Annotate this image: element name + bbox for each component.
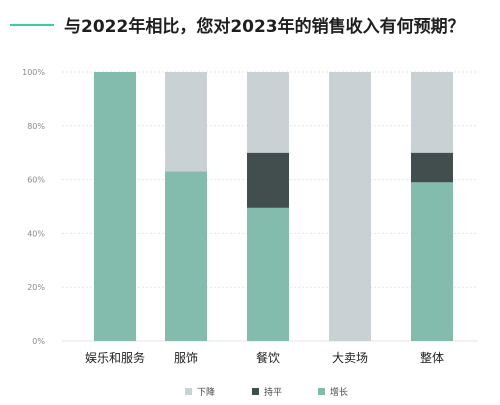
title-row: 与2022年相比，您对2023年的销售收入有何预期？ [0, 0, 500, 50]
y-tick-label: 40% [27, 229, 45, 238]
bar-segment [247, 72, 289, 153]
legend-swatch [252, 388, 259, 395]
title-accent-line [10, 24, 54, 26]
x-tick-label: 大卖场 [332, 351, 368, 365]
x-tick-label: 餐饮 [256, 350, 280, 365]
chart-title: 与2022年相比，您对2023年的销售收入有何预期？ [64, 17, 465, 37]
bar-segment [247, 152, 289, 208]
legend-label: 下降 [197, 386, 215, 398]
bar-segment [247, 207, 289, 341]
y-tick-label: 20% [27, 283, 45, 292]
y-tick-label: 0% [32, 337, 45, 346]
bar-segment [94, 72, 136, 341]
bar-segment [329, 72, 371, 341]
legend-swatch [318, 388, 325, 395]
legend-label: 增长 [330, 386, 348, 398]
y-tick-label: 100% [22, 68, 45, 77]
x-tick-label: 娱乐和服务 [85, 350, 145, 365]
bar-segment [411, 182, 453, 341]
bar-segment [165, 171, 207, 341]
y-tick-label: 60% [27, 176, 45, 185]
legend-label: 持平 [264, 386, 282, 398]
x-tick-label: 整体 [420, 350, 444, 365]
x-tick-label: 服饰 [174, 351, 198, 365]
y-tick-label: 80% [27, 122, 45, 131]
bar-segment [165, 72, 207, 172]
bar-segment [411, 152, 453, 183]
legend-swatch [185, 388, 192, 395]
bar-segment [411, 72, 453, 153]
